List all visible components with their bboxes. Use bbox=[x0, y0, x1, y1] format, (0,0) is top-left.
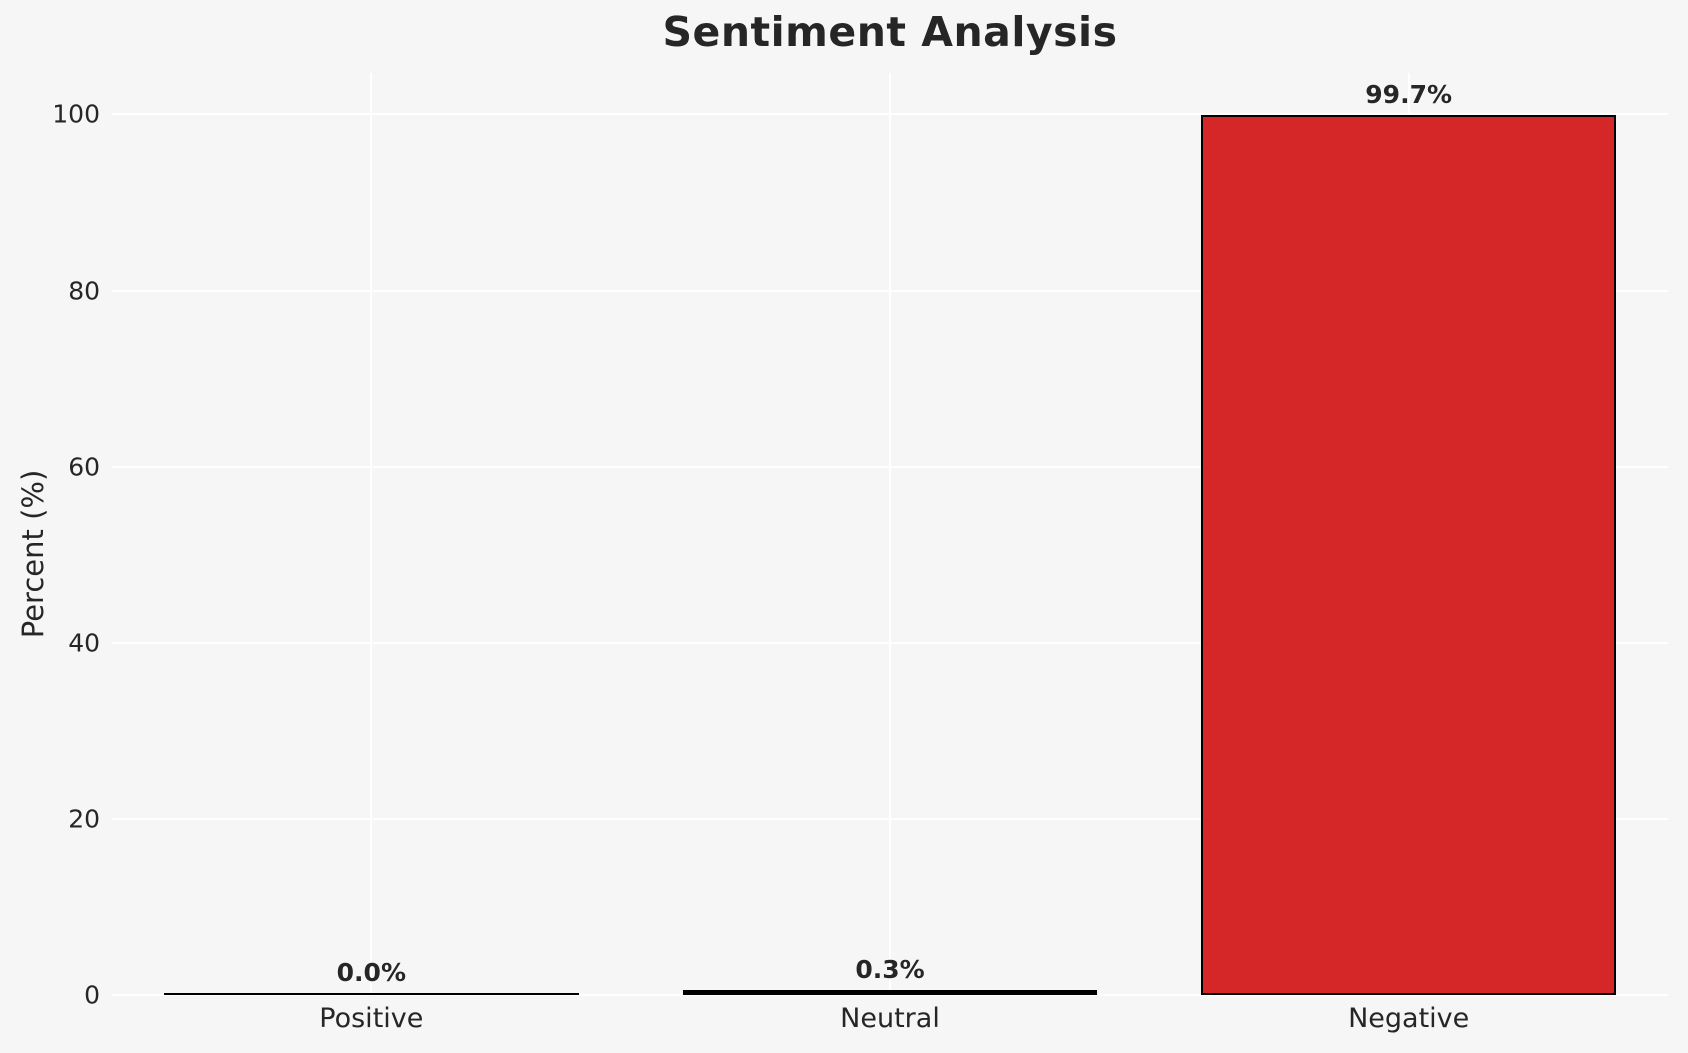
gridline-vertical bbox=[370, 73, 373, 995]
bar-positive bbox=[163, 993, 579, 995]
gridline-horizontal bbox=[112, 994, 1668, 996]
bar-value-label-neutral: 0.3% bbox=[855, 955, 925, 985]
x-axis-ticks: Positive Neutral Negative bbox=[112, 1003, 1668, 1043]
y-tick-label: 20 bbox=[68, 804, 100, 834]
chart-title: Sentiment Analysis bbox=[662, 8, 1118, 56]
x-tick-label-neutral: Neutral bbox=[840, 1003, 940, 1034]
y-tick-label: 100 bbox=[52, 99, 100, 129]
bar-value-label-positive: 0.0% bbox=[336, 958, 406, 987]
gridline-vertical bbox=[889, 73, 891, 995]
y-tick-label: 60 bbox=[68, 452, 100, 482]
x-tick-label-positive: Positive bbox=[319, 1003, 424, 1034]
plot-area: 0.0% 0.3% 99.7% bbox=[112, 73, 1668, 996]
y-tick-label: 0 bbox=[84, 980, 100, 1010]
x-tick-label-negative: Negative bbox=[1348, 1003, 1470, 1034]
y-tick-label: 40 bbox=[68, 628, 100, 658]
bar-neutral bbox=[682, 990, 1098, 995]
y-tick-label: 80 bbox=[68, 276, 100, 305]
bar-value-label-negative: 99.7% bbox=[1365, 80, 1453, 110]
y-axis-ticks: 0 20 40 60 80 100 bbox=[0, 73, 100, 1010]
bar-negative bbox=[1201, 115, 1617, 995]
